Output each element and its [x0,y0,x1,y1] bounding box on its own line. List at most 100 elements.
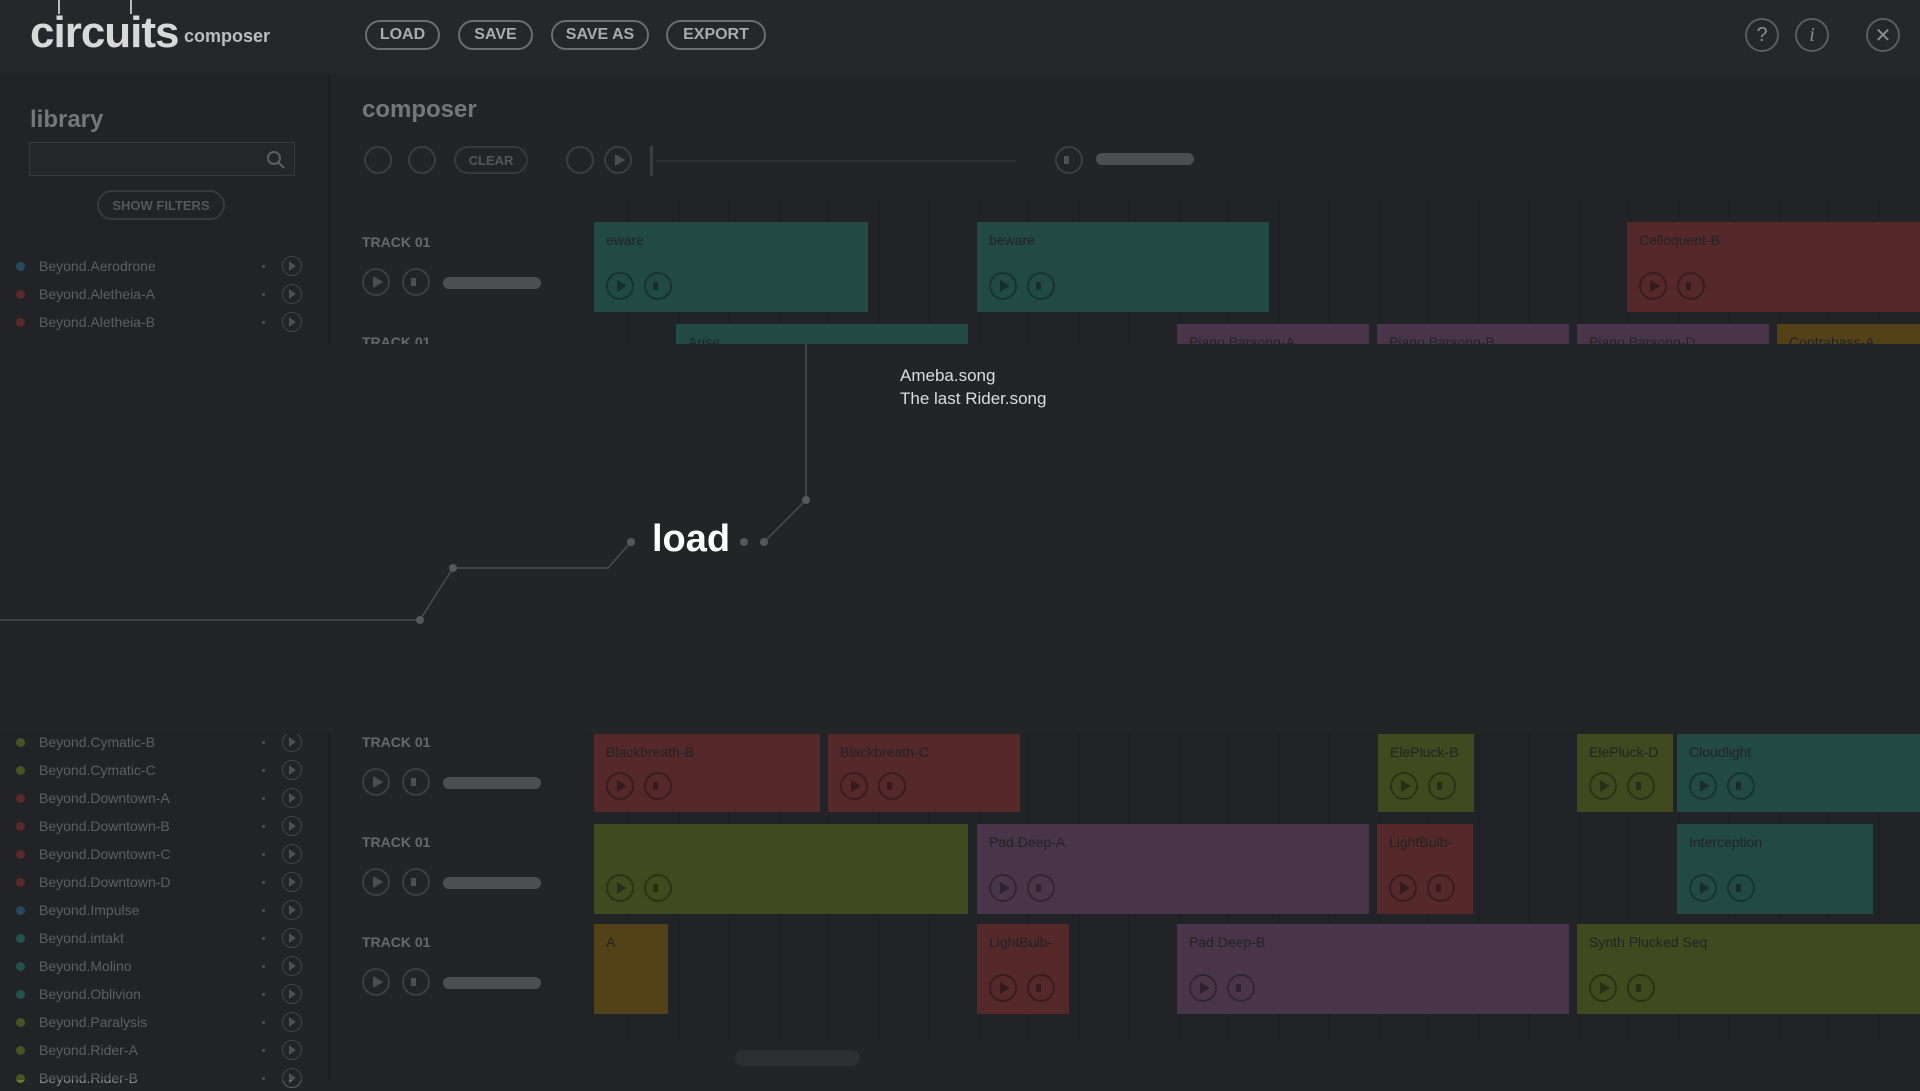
add-bullet-icon[interactable] [262,1076,265,1080]
master-volume-icon[interactable] [1055,146,1083,174]
library-search-input[interactable] [29,142,295,176]
track-play-icon[interactable] [362,868,390,896]
library-item[interactable]: Beyond.Aletheia-A [16,281,306,307]
add-bullet-icon[interactable] [262,740,265,744]
preview-play-icon[interactable] [282,256,302,276]
preview-play-icon[interactable] [282,732,302,752]
clip-play-icon[interactable] [1689,874,1717,902]
library-item[interactable]: Beyond.Impulse [16,897,306,923]
file-item[interactable]: The last Rider.song [900,389,1047,408]
master-volume-slider[interactable] [1096,153,1194,165]
track-clip[interactable]: ElePluck-B [1378,734,1474,812]
track-clip[interactable]: Blackbreath-B [594,734,820,812]
clip-volume-icon[interactable] [1727,772,1755,800]
add-bullet-icon[interactable] [262,1048,265,1052]
preview-play-icon[interactable] [282,900,302,920]
preview-play-icon[interactable] [282,816,302,836]
clip-play-icon[interactable] [606,874,634,902]
track-clip[interactable]: ElePluck-D [1577,734,1673,812]
library-item[interactable]: Beyond.Rider-A [16,1037,306,1063]
track-play-icon[interactable] [362,768,390,796]
clip-play-icon[interactable] [1639,272,1667,300]
track-clip[interactable]: Celloquent-B [1627,222,1920,312]
track-clip[interactable]: A [594,924,668,1014]
add-bullet-icon[interactable] [262,768,265,772]
library-item[interactable]: Beyond.Rider-B [16,1065,306,1091]
preview-play-icon[interactable] [282,760,302,780]
clip-play-icon[interactable] [1389,874,1417,902]
track-volume-icon[interactable] [402,268,430,296]
track-play-icon[interactable] [362,268,390,296]
preview-play-icon[interactable] [282,956,302,976]
track-clip[interactable]: Cloudlight [1677,734,1920,812]
track-clip[interactable]: Blackbreath-C [828,734,1020,812]
undo-icon[interactable] [364,146,392,174]
clip-play-icon[interactable] [989,272,1017,300]
clip-play-icon[interactable] [1689,772,1717,800]
add-bullet-icon[interactable] [262,936,265,940]
track-clip[interactable]: Synth Plucked Seq [1577,924,1920,1014]
track-clip[interactable]: eware [594,222,868,312]
clip-play-icon[interactable] [1390,772,1418,800]
preview-play-icon[interactable] [282,1012,302,1032]
library-item[interactable]: Beyond.Downtown-C [16,841,306,867]
library-item[interactable]: Beyond.Molino [16,953,306,979]
preview-play-icon[interactable] [282,1068,302,1088]
clip-volume-icon[interactable] [1027,874,1055,902]
play-icon[interactable] [604,146,632,174]
track-volume-slider[interactable] [443,977,541,989]
track-volume-slider[interactable] [443,877,541,889]
rewind-icon[interactable] [566,146,594,174]
clip-volume-icon[interactable] [1627,974,1655,1002]
add-bullet-icon[interactable] [262,852,265,856]
preview-play-icon[interactable] [282,928,302,948]
track-play-icon[interactable] [362,968,390,996]
help-icon[interactable]: ? [1745,18,1779,52]
track-volume-icon[interactable] [402,768,430,796]
preview-play-icon[interactable] [282,984,302,1004]
clip-volume-icon[interactable] [1227,974,1255,1002]
clip-play-icon[interactable] [840,772,868,800]
add-bullet-icon[interactable] [262,992,265,996]
add-bullet-icon[interactable] [262,880,265,884]
redo-icon[interactable] [408,146,436,174]
show-filters-button[interactable]: SHOW FILTERS [97,190,225,220]
load-button[interactable]: LOAD [365,20,440,50]
clip-volume-icon[interactable] [1027,974,1055,1002]
horizontal-scrollbar[interactable] [735,1050,860,1066]
clip-play-icon[interactable] [1589,772,1617,800]
add-bullet-icon[interactable] [262,292,265,296]
preview-play-icon[interactable] [282,1040,302,1060]
add-bullet-icon[interactable] [262,964,265,968]
preview-play-icon[interactable] [282,788,302,808]
add-bullet-icon[interactable] [262,796,265,800]
library-item[interactable]: Beyond.Downtown-A [16,785,306,811]
clip-play-icon[interactable] [989,874,1017,902]
track-clip[interactable]: LightBulb- [1377,824,1473,914]
clip-play-icon[interactable] [1189,974,1217,1002]
track-clip[interactable] [594,824,968,914]
track-volume-slider[interactable] [443,277,541,289]
clip-volume-icon[interactable] [644,772,672,800]
save-button[interactable]: SAVE [458,20,533,50]
add-bullet-icon[interactable] [262,908,265,912]
track-clip[interactable]: Pad Deep-B [1177,924,1569,1014]
track-volume-icon[interactable] [402,968,430,996]
export-button[interactable]: EXPORT [666,20,766,50]
add-bullet-icon[interactable] [262,824,265,828]
timeline-scrubber[interactable] [656,160,1016,162]
add-bullet-icon[interactable] [262,1020,265,1024]
library-item[interactable]: Beyond.Aerodrone [16,253,306,279]
preview-play-icon[interactable] [282,284,302,304]
clip-volume-icon[interactable] [1428,772,1456,800]
playhead[interactable] [650,146,653,176]
library-item[interactable]: Beyond.Cymatic-C [16,757,306,783]
clip-volume-icon[interactable] [1727,874,1755,902]
clip-play-icon[interactable] [1589,974,1617,1002]
library-item[interactable]: Beyond.Downtown-B [16,813,306,839]
library-item[interactable]: Beyond.Oblivion [16,981,306,1007]
clip-volume-icon[interactable] [644,874,672,902]
clip-volume-icon[interactable] [644,272,672,300]
library-item[interactable]: Beyond.Downtown-D [16,869,306,895]
library-item[interactable]: Beyond.Paralysis [16,1009,306,1035]
